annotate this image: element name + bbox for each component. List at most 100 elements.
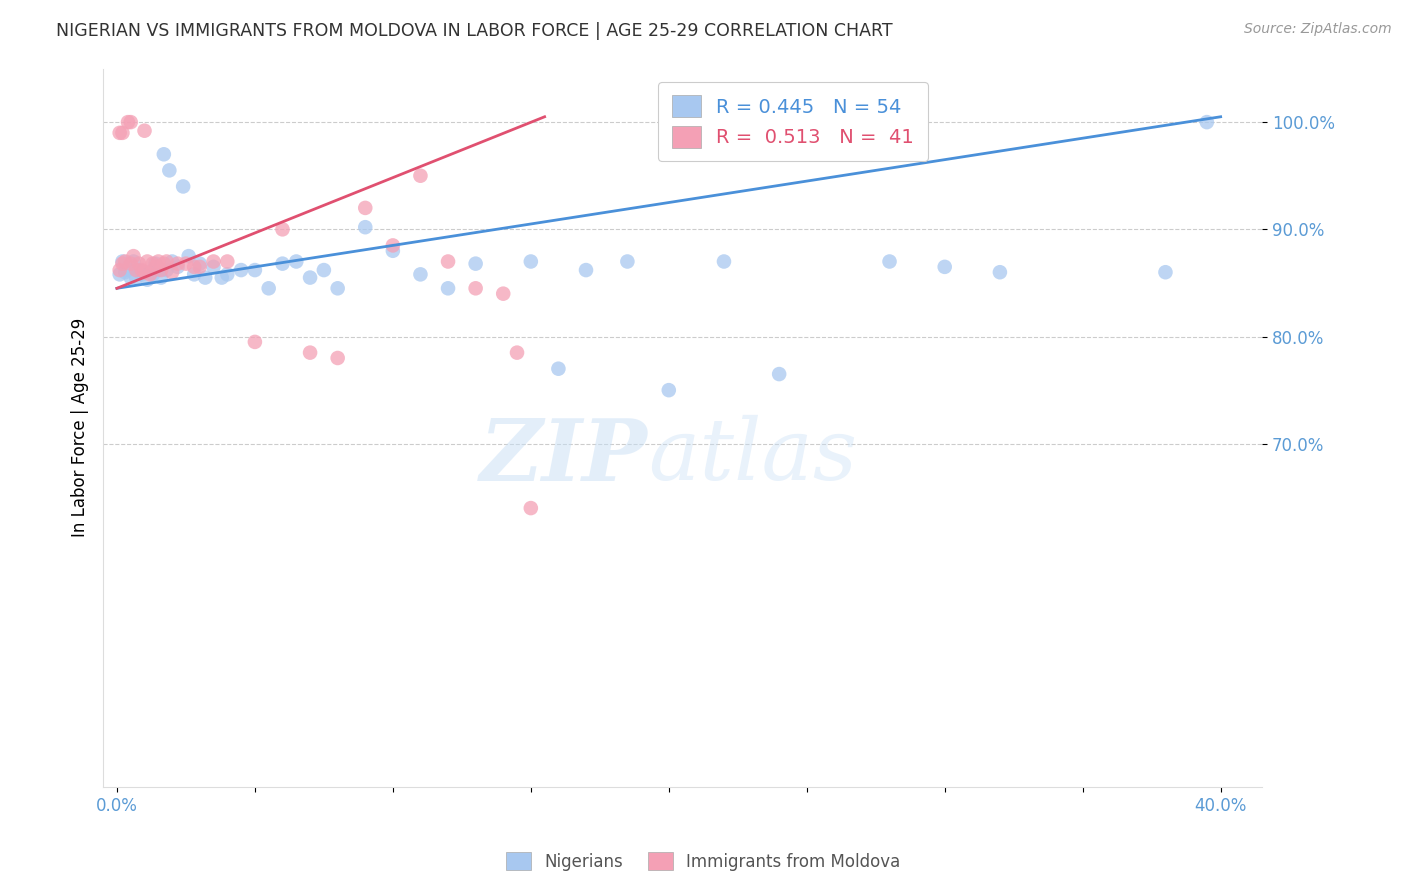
Point [409,169,432,183]
Point [155,254,177,268]
Point [157,163,180,178]
Point [122,254,145,268]
Text: ZIP: ZIP [479,415,648,498]
Point [120,115,142,129]
Point [768,367,790,381]
Point [271,257,294,271]
Point [354,220,377,235]
Point [381,244,404,258]
Point [988,265,1011,279]
Point [134,265,156,279]
Point [713,254,735,268]
Point [150,270,173,285]
Point [174,257,197,271]
Point [299,270,322,285]
Point [202,260,225,274]
Point [1195,115,1218,129]
Point [150,263,173,277]
Point [217,254,239,268]
Point [117,115,139,129]
Point [145,257,167,271]
Text: NIGERIAN VS IMMIGRANTS FROM MOLDOVA IN LABOR FORCE | AGE 25-29 CORRELATION CHART: NIGERIAN VS IMMIGRANTS FROM MOLDOVA IN L… [56,22,893,40]
Point [934,260,956,274]
Point [120,270,142,285]
Point [879,254,901,268]
Point [131,268,153,282]
Point [229,263,252,277]
Point [125,270,148,285]
Point [122,249,145,263]
Point [153,147,176,161]
Point [145,260,167,274]
Point [183,268,205,282]
Point [134,124,156,138]
Point [142,257,165,271]
Point [326,351,349,365]
Point [108,268,131,282]
Point [111,257,134,271]
Point [243,334,266,349]
Point [437,281,460,295]
Point [114,265,136,279]
Text: atlas: atlas [648,415,856,498]
Text: Source: ZipAtlas.com: Source: ZipAtlas.com [1244,22,1392,37]
Point [547,361,569,376]
Point [148,254,170,268]
Point [134,265,156,279]
Point [166,260,188,274]
Point [243,263,266,277]
Point [202,254,225,268]
Point [114,254,136,268]
Point [381,238,404,252]
Point [188,257,211,271]
Point [139,268,162,282]
Point [142,268,165,282]
Point [285,254,308,268]
Point [108,126,131,140]
Point [492,286,515,301]
Point [128,257,150,271]
Point [257,281,280,295]
Point [136,254,159,268]
Point [148,263,170,277]
Point [520,501,543,516]
Point [464,281,486,295]
Point [506,345,529,359]
Point [194,270,217,285]
Point [160,254,183,268]
Point [120,257,142,271]
Point [166,257,188,271]
Point [326,281,349,295]
Point [437,254,460,268]
Point [153,257,176,271]
Legend: Nigerians, Immigrants from Moldova: Nigerians, Immigrants from Moldova [498,844,908,880]
Point [136,273,159,287]
Point [658,383,681,397]
Point [139,265,162,279]
Point [111,254,134,268]
Point [188,260,211,274]
Point [128,263,150,277]
Point [131,263,153,277]
Point [299,345,322,359]
Point [117,263,139,277]
Point [409,268,432,282]
Point [616,254,638,268]
Point [160,265,183,279]
Point [271,222,294,236]
Point [520,254,543,268]
Point [125,263,148,277]
Point [217,268,239,282]
Point [183,260,205,274]
Point [211,270,233,285]
Point [155,263,177,277]
Y-axis label: In Labor Force | Age 25-29: In Labor Force | Age 25-29 [72,318,89,537]
Legend: R = 0.445   N = 54, R =  0.513   N =  41: R = 0.445 N = 54, R = 0.513 N = 41 [658,82,928,161]
Point [111,126,134,140]
Point [108,263,131,277]
Point [354,201,377,215]
Point [172,179,194,194]
Point [1154,265,1177,279]
Point [464,257,486,271]
Point [312,263,335,277]
